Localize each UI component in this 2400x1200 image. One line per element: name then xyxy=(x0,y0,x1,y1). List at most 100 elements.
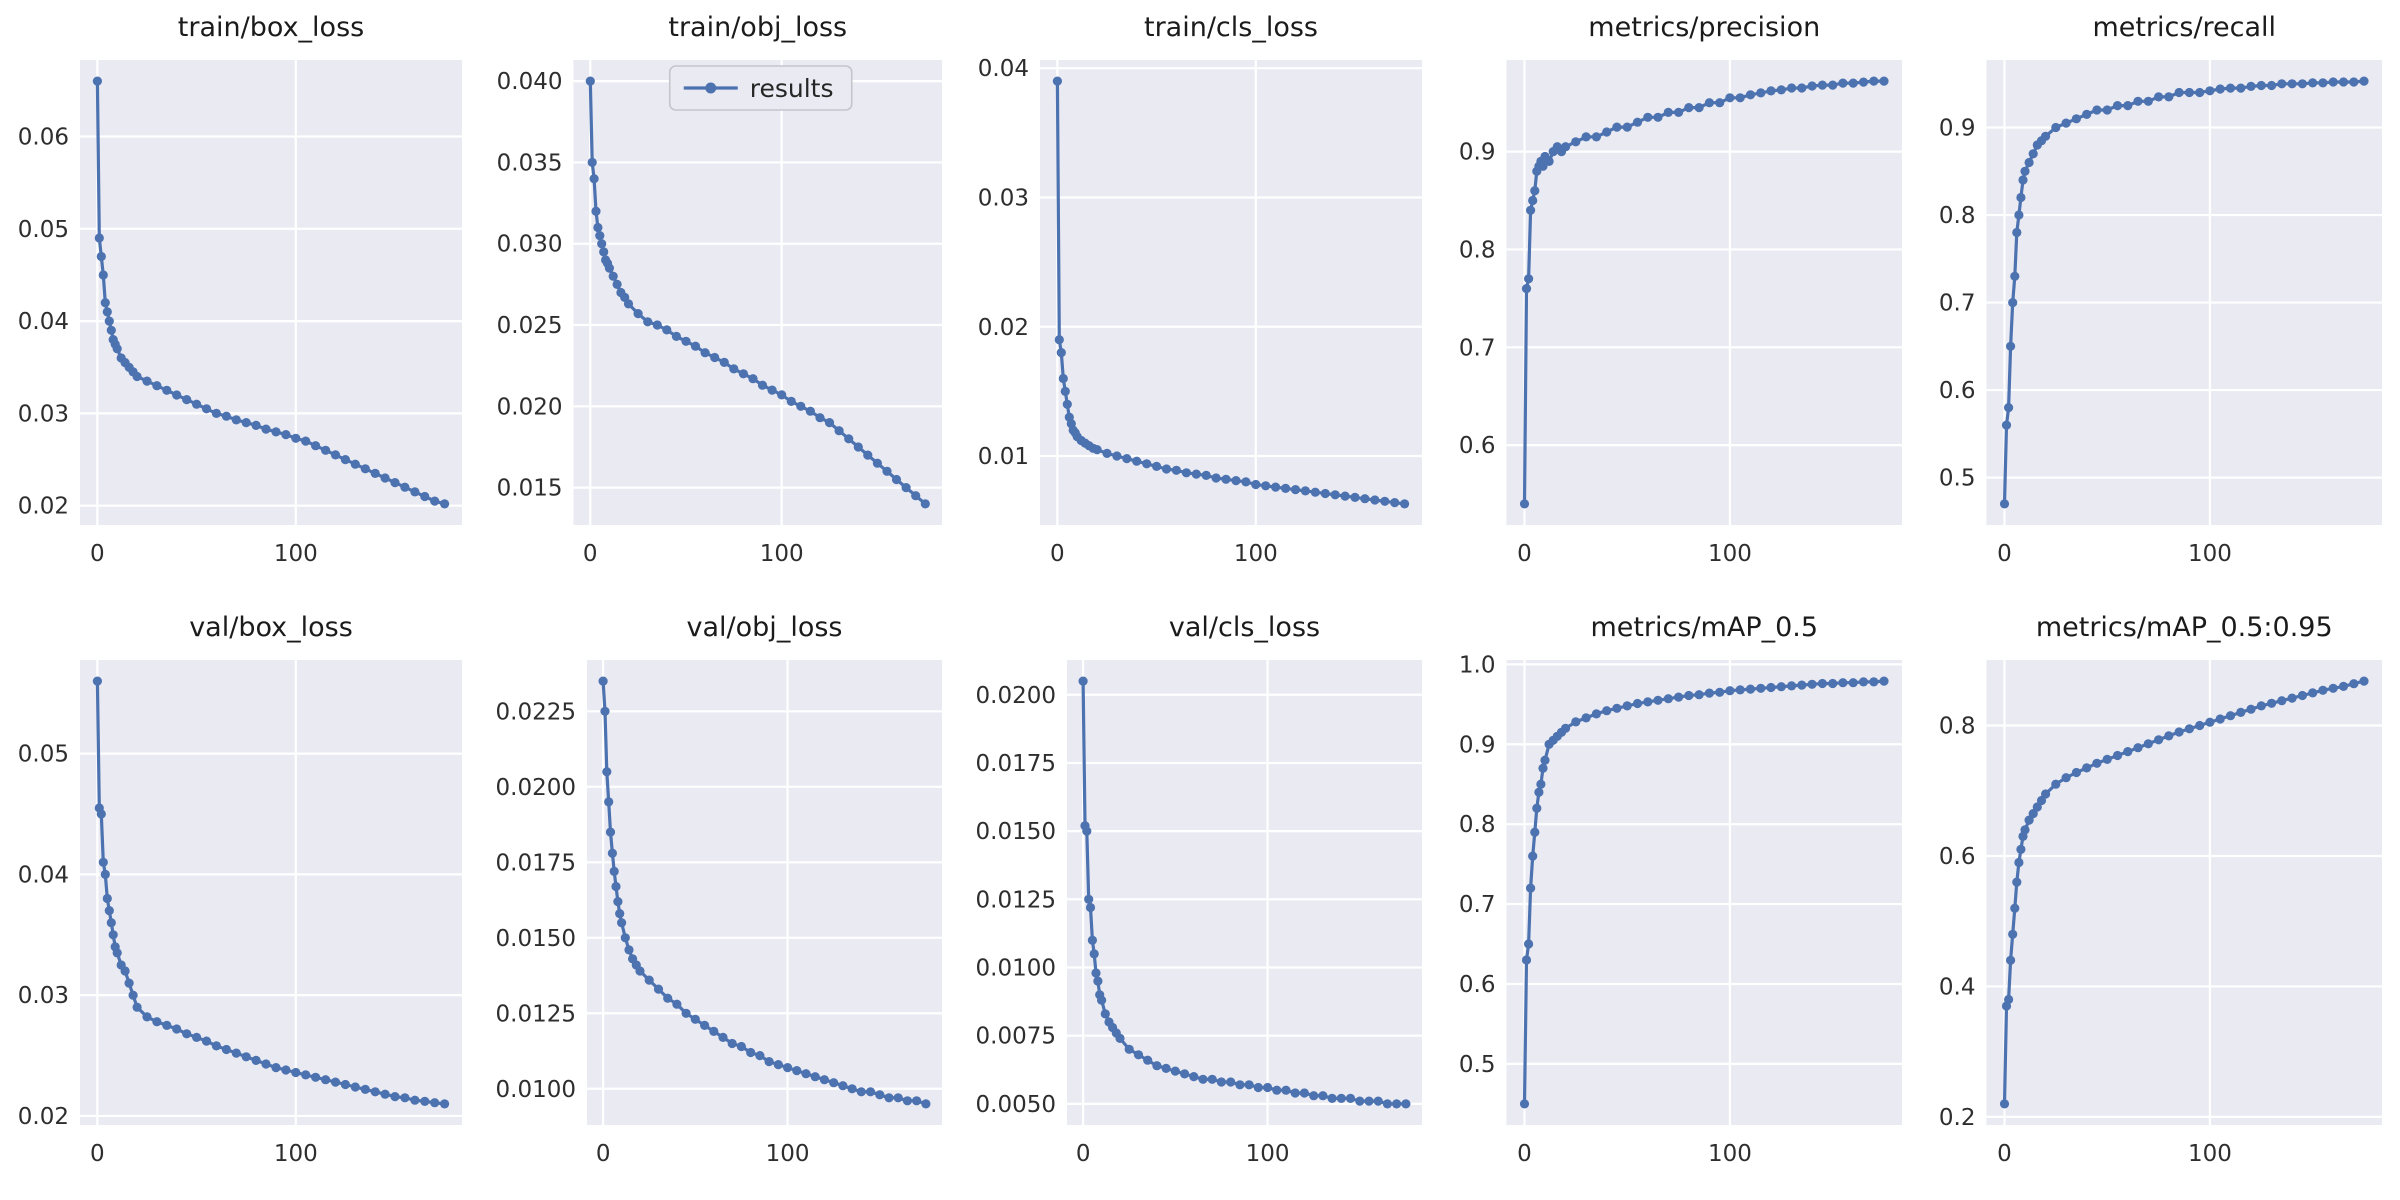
data-point xyxy=(2184,724,2194,734)
x-tick-label: 100 xyxy=(2188,1141,2232,1167)
data-point xyxy=(2012,227,2022,238)
data-point xyxy=(736,1041,746,1052)
data-point xyxy=(1271,482,1281,492)
chart-title: metrics/precision xyxy=(1588,12,1820,43)
data-point xyxy=(1694,690,1704,700)
legend-label: results xyxy=(750,74,834,103)
data-point xyxy=(767,385,777,395)
data-point xyxy=(1828,80,1838,90)
data-point xyxy=(1622,122,1632,132)
subplot-metrics-recall: metrics/recall 0 100 0.5 0.6 0.7 0.8 0.9 xyxy=(1920,0,2400,600)
data-point xyxy=(1340,491,1350,501)
data-point xyxy=(1401,1099,1411,1109)
data-point xyxy=(1093,976,1103,986)
data-point xyxy=(2164,92,2174,102)
data-point xyxy=(1524,939,1534,949)
data-point xyxy=(142,1012,152,1022)
data-point xyxy=(2246,81,2256,91)
data-point xyxy=(690,341,701,351)
data-point xyxy=(2143,739,2153,749)
data-point xyxy=(98,270,108,280)
data-point xyxy=(2308,688,2318,698)
data-point xyxy=(104,906,114,916)
y-tick-label: 0.4 xyxy=(1939,974,1976,1000)
data-point xyxy=(2001,420,2012,430)
data-point xyxy=(311,441,321,451)
data-point xyxy=(1519,499,1530,509)
data-point xyxy=(1828,678,1838,689)
data-point xyxy=(380,473,390,483)
data-point xyxy=(2123,747,2133,757)
data-point xyxy=(1869,677,1879,687)
data-point xyxy=(1787,681,1797,691)
x-tick-label: 100 xyxy=(1234,541,1278,567)
data-point xyxy=(2184,87,2194,98)
data-point xyxy=(872,458,882,468)
data-point xyxy=(124,978,134,988)
chart-train-box-loss: train/box_loss 0 100 0.02 0.03 0.04 0.05 0.06 xyxy=(18,12,462,567)
y-tick-label: 0.0050 xyxy=(976,1092,1056,1118)
data-point xyxy=(2174,87,2184,98)
data-point xyxy=(598,676,608,686)
data-point xyxy=(1858,77,1869,87)
data-point xyxy=(602,767,612,777)
data-point xyxy=(201,404,212,414)
data-point xyxy=(92,76,102,86)
data-point xyxy=(597,239,607,249)
data-point xyxy=(1085,902,1096,913)
data-point xyxy=(653,984,664,994)
data-point xyxy=(1879,76,1889,86)
data-point xyxy=(662,325,672,335)
data-point xyxy=(1310,487,1320,497)
data-point xyxy=(2051,779,2061,789)
y-tick-label: 0.0225 xyxy=(496,699,576,725)
data-point xyxy=(281,1065,291,1075)
data-point xyxy=(1538,161,1548,171)
data-point xyxy=(251,1055,261,1065)
data-point xyxy=(410,487,420,497)
y-tick-label: 0.2 xyxy=(1939,1105,1976,1131)
data-point xyxy=(609,866,619,876)
y-tick-label: 0.6 xyxy=(1459,433,1496,459)
data-point xyxy=(1327,1093,1337,1103)
data-point xyxy=(330,450,341,460)
data-point xyxy=(635,966,645,976)
data-point xyxy=(241,418,251,428)
chart-metrics-recall: metrics/recall 0 100 0.5 0.6 0.7 0.8 0.9 xyxy=(1939,12,2382,567)
data-point xyxy=(1382,1099,1392,1109)
y-tick-label: 0.02 xyxy=(18,494,69,520)
y-tick-label: 0.05 xyxy=(18,742,69,768)
y-tick-label: 0.0100 xyxy=(496,1077,576,1103)
data-point xyxy=(330,1077,341,1087)
data-point xyxy=(604,797,614,807)
data-point xyxy=(96,251,106,262)
y-tick-label: 0.8 xyxy=(1939,203,1976,229)
chart-title: train/cls_loss xyxy=(1144,12,1318,43)
data-point xyxy=(1320,488,1330,499)
data-point xyxy=(2215,84,2225,94)
data-point xyxy=(1336,1093,1346,1103)
data-point xyxy=(1663,107,1673,117)
data-point xyxy=(2006,341,2016,351)
data-point xyxy=(2082,763,2092,773)
data-point xyxy=(1241,477,1251,487)
x-tick-label: 100 xyxy=(1246,1141,1290,1167)
data-point xyxy=(380,1089,390,1099)
data-point xyxy=(291,433,301,443)
data-point xyxy=(1838,78,1848,88)
data-point xyxy=(1532,803,1542,813)
y-tick-label: 0.7 xyxy=(1459,335,1496,361)
x-tick-label: 0 xyxy=(1517,1141,1532,1167)
data-point xyxy=(241,1052,251,1062)
data-point xyxy=(1133,1050,1144,1060)
data-point xyxy=(2051,122,2061,133)
data-point xyxy=(440,1099,450,1109)
data-point xyxy=(853,442,863,452)
data-point xyxy=(643,317,653,327)
data-point xyxy=(2102,754,2112,764)
data-point xyxy=(783,1063,793,1073)
data-point xyxy=(1848,78,1858,88)
y-tick-label: 0.0175 xyxy=(496,850,576,876)
plot-area xyxy=(80,60,462,525)
